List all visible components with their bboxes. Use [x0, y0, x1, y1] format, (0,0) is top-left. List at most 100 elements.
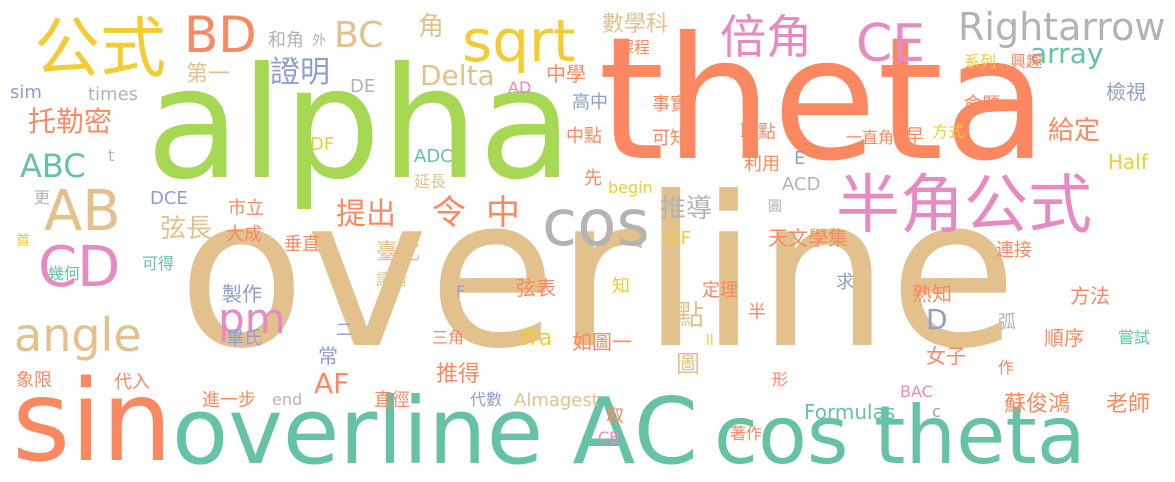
word-double-angle: 倍角 [720, 14, 812, 60]
word-connect: 連接 [996, 242, 1032, 260]
word-midpoint: 中點 [566, 128, 602, 146]
word-trig: 三角 [432, 330, 464, 346]
word-propose: 提出 [336, 200, 396, 230]
word-two: 二 [336, 322, 352, 338]
word-theorem: 定理 [702, 282, 738, 300]
word-municipal: 市立 [228, 200, 264, 218]
word-ab: AB [44, 184, 121, 240]
word-angle-zh: 角 [418, 14, 444, 40]
word-e: E [794, 150, 805, 168]
word-t: t [108, 148, 114, 164]
word-high-school: 高中 [572, 94, 608, 112]
word-chord-table: 弦表 [516, 278, 556, 298]
word-deduce: 推得 [436, 364, 480, 386]
word-shape: 形 [772, 372, 788, 388]
word-course: 課程 [618, 40, 650, 56]
word-df: DF [310, 136, 334, 154]
word-works: 著作 [730, 426, 762, 442]
word-half: Half [1108, 152, 1148, 172]
word-teacher: 老師 [1106, 394, 1150, 416]
word-sum-angle: 和角 [268, 32, 304, 50]
word-do: 作 [998, 360, 1014, 376]
word-bd: BD [184, 10, 257, 60]
word-ll: ll [706, 334, 714, 348]
word-pythagoras: 畢氏 [226, 330, 262, 348]
word-further: 進一步 [202, 392, 256, 410]
word-almagest: Almagest [514, 392, 599, 410]
word-bac: BAC [900, 384, 933, 400]
word-su-junhong: 蘇俊鴻 [1004, 394, 1070, 416]
word-taipei: 臺北 [376, 242, 420, 264]
word-method-alt: 方法 [1070, 286, 1110, 306]
word-adc: ADC [414, 148, 453, 166]
word-circle: 圓 [768, 200, 782, 214]
word-more: 更 [34, 190, 50, 206]
word-acd: ACD [782, 176, 820, 194]
word-let: 令 [432, 196, 466, 230]
word-cos: cos [542, 192, 650, 256]
word-well-known: 熟知 [912, 284, 952, 304]
word-cb: CB [598, 430, 620, 446]
word-woman: 女子 [926, 346, 966, 366]
word-math-dept: 數學科 [602, 14, 668, 36]
word-ce: CE [856, 18, 925, 70]
word-d: D [926, 306, 948, 334]
word-derive: 推導 [660, 196, 712, 222]
word-make: 製作 [222, 284, 262, 304]
word-perpendicular: 垂直 [284, 236, 320, 254]
word-algebra: 代數 [470, 392, 502, 408]
word-point-v: 點 [674, 300, 702, 328]
word-ptolemy: 托勒密 [28, 108, 112, 136]
word-order: 順序 [1044, 328, 1084, 348]
word-proposition: 命題 [964, 96, 1000, 114]
word-chord-length: 弦長 [160, 216, 212, 242]
word-begin: begin [608, 180, 653, 196]
word-half-angle-formula: 半角公式 [836, 174, 1092, 238]
word-ad: AD [508, 80, 531, 96]
word-review: 檢視 [1106, 82, 1146, 102]
word-first: 第一 [186, 64, 230, 86]
word-given: 給定 [1048, 118, 1100, 144]
word-fact: 事實 [652, 96, 688, 114]
word-method: 方式 [932, 124, 964, 140]
word-head: 首 [16, 234, 30, 248]
word-seek: 求 [836, 274, 854, 292]
word-c: c [932, 404, 941, 420]
word-known: 可知 [652, 130, 688, 148]
word-fra: fra [522, 328, 552, 350]
word-substitute: 代入 [114, 374, 150, 392]
word-interest: 興趣 [1010, 54, 1042, 70]
word-de: DE [350, 78, 375, 96]
word-take: 取 [606, 408, 624, 426]
word-middle: 中 [486, 196, 520, 230]
word-angle: angle [14, 312, 142, 358]
word-as-figure-one: 如圖一 [572, 332, 632, 352]
word-sim: sim [10, 84, 42, 102]
word-bc: BC [334, 18, 383, 54]
word-astronomy: 天文學集 [768, 228, 848, 248]
word-obtain: 可得 [142, 256, 174, 272]
word-extend: 延長 [414, 174, 446, 190]
word-formulas: Formulas [804, 402, 895, 422]
word-often: 常 [318, 346, 338, 366]
word-figure: 圖 [676, 352, 700, 376]
word-right-angle: 一直角 [846, 130, 894, 146]
word-geometry: 幾何 [48, 266, 80, 282]
word-proof: 證明 [270, 58, 330, 88]
word-end: end [272, 392, 302, 408]
word-readers: 讀者 [376, 272, 408, 288]
word-early: 早 [906, 128, 924, 146]
word-times: times [88, 86, 138, 104]
word-know: 知 [612, 278, 630, 296]
word-take-point: 取點 [740, 124, 776, 142]
word-half-single: 半 [748, 304, 766, 322]
word-outside: 外 [312, 34, 326, 48]
word-first-step: 先 [584, 170, 602, 188]
word-try: 嘗試 [1118, 330, 1150, 346]
word-middle-school: 中學 [546, 64, 586, 84]
word-af: AF [314, 370, 349, 398]
word-delta: Delta [420, 62, 495, 90]
word-dacheng: 大成 [226, 226, 262, 244]
word-use: 利用 [744, 156, 780, 174]
